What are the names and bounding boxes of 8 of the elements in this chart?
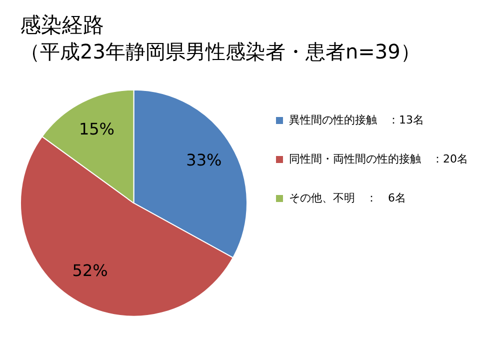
data-label: 52% — [72, 261, 108, 280]
chart-subtitle: （平成23年静岡県男性感染者・患者n=39） — [20, 39, 420, 64]
data-label: 33% — [186, 150, 222, 170]
legend-label: その他、不明 ： 6名 — [289, 191, 406, 204]
legend-label: 同性間・両性間の性的接触 ：20名 — [289, 152, 468, 166]
data-label: 15% — [78, 120, 115, 139]
chart-title: 感染経路 — [20, 13, 104, 38]
legend-label: 異性間の性的接触 ：13名 — [289, 113, 424, 126]
